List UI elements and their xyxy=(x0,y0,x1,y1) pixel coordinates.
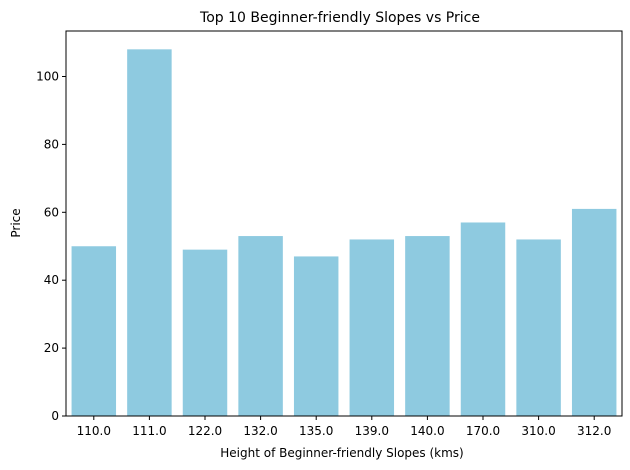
y-axis-label: Price xyxy=(9,208,23,237)
x-tick-label: 110.0 xyxy=(77,424,111,438)
bar-132.0 xyxy=(238,236,283,416)
bar-122.0 xyxy=(182,249,228,416)
x-tick-label: 312.0 xyxy=(577,424,611,438)
y-axis-ticks: 0 20 40 60 80 100 xyxy=(36,69,66,423)
plot-frame xyxy=(65,30,623,417)
y-tick-label: 20 xyxy=(44,341,59,355)
y-tick-label: 40 xyxy=(44,273,59,287)
bar-111.0 xyxy=(127,49,172,416)
x-tick-label: 139.0 xyxy=(355,424,389,438)
bar-312.0 xyxy=(571,208,617,416)
y-tick-label: 0 xyxy=(51,409,59,423)
bar-310.0 xyxy=(516,239,561,416)
x-tick-label: 135.0 xyxy=(299,424,333,438)
x-tick-label: 140.0 xyxy=(410,424,444,438)
bar-139.0 xyxy=(349,239,395,416)
x-tick-label: 170.0 xyxy=(466,424,500,438)
y-tick-label: 100 xyxy=(36,69,59,83)
bar-140.0 xyxy=(405,236,450,416)
y-tick-label: 80 xyxy=(44,137,59,151)
x-tick-label: 132.0 xyxy=(243,424,277,438)
bars-group xyxy=(71,49,617,416)
x-tick-label: 111.0 xyxy=(132,424,166,438)
y-tick-label: 60 xyxy=(44,205,59,219)
x-axis-label: Height of Beginner-friendly Slopes (kms) xyxy=(220,446,463,460)
x-tick-label: 310.0 xyxy=(521,424,555,438)
chart-title: Top 10 Beginner-friendly Slopes vs Price xyxy=(199,10,480,26)
bar-135.0 xyxy=(293,256,339,416)
bar-110.0 xyxy=(71,246,117,416)
bar-170.0 xyxy=(460,222,506,416)
x-axis-ticks: 110.0 111.0 122.0 132.0 135.0 139.0 140.0 170.0… xyxy=(77,416,611,438)
x-tick-label: 122.0 xyxy=(188,424,222,438)
